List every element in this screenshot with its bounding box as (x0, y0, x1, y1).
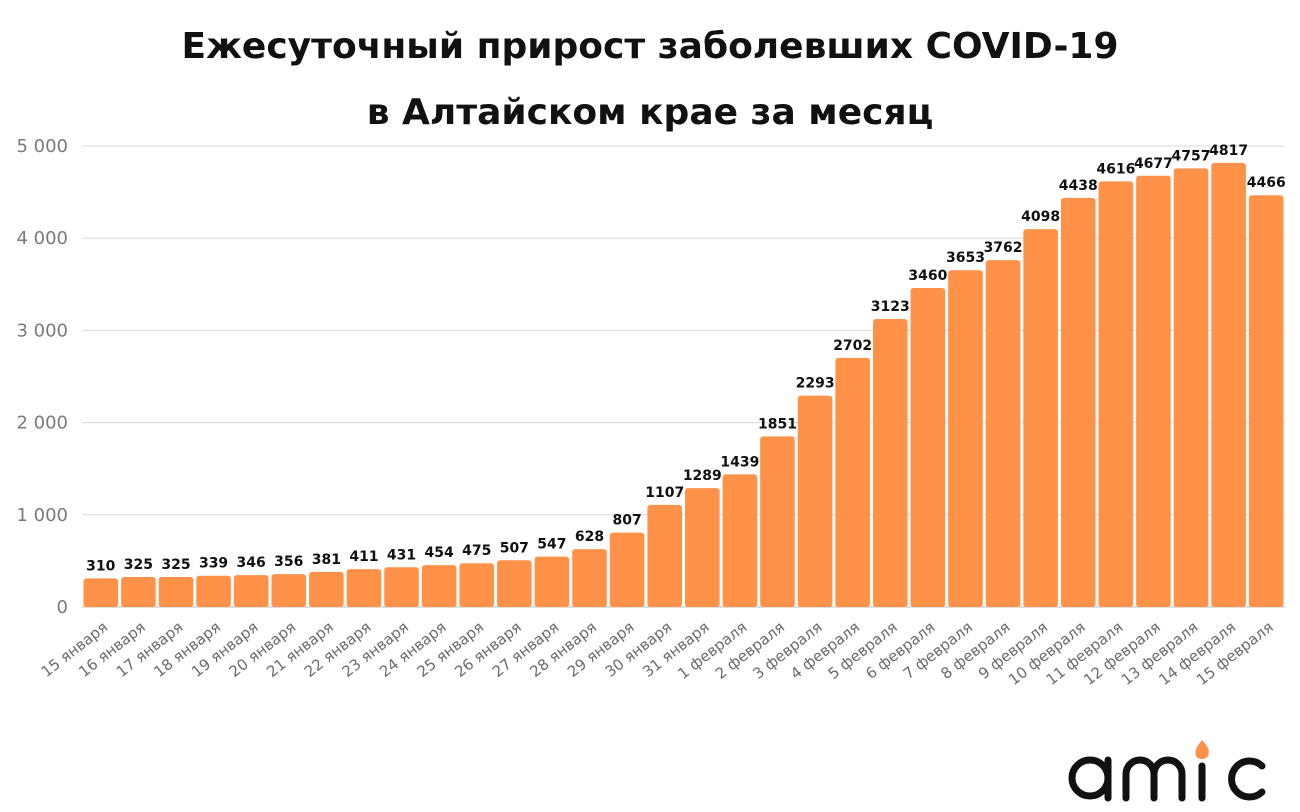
data-label: 807 (612, 513, 641, 529)
bar (797, 395, 833, 607)
data-label: 3762 (984, 240, 1023, 256)
bar (872, 319, 908, 607)
bar (985, 260, 1021, 607)
bar (233, 575, 269, 607)
bar (196, 575, 231, 607)
bar (910, 287, 946, 607)
y-tick-label: 0 (57, 597, 68, 618)
data-label: 339 (199, 556, 228, 572)
data-label: 1107 (645, 485, 684, 501)
bar (685, 488, 720, 607)
data-label: 3123 (871, 299, 910, 315)
data-label: 411 (349, 549, 378, 565)
data-label: 2293 (796, 376, 835, 392)
bar (647, 504, 682, 607)
amic-logo (1068, 740, 1266, 802)
bar (1098, 181, 1134, 608)
chart-title: Ежесуточный прирост заболевших COVID-19 (181, 26, 1119, 67)
y-tick-label: 4 000 (16, 228, 68, 249)
bar (384, 567, 419, 607)
data-label: 628 (575, 529, 604, 545)
y-tick-label: 3 000 (16, 320, 68, 341)
bar (459, 563, 495, 607)
data-label: 310 (86, 558, 115, 574)
chart-subtitle: в Алтайском крае за месяц (366, 92, 934, 133)
bar (271, 574, 307, 607)
bar (835, 357, 870, 607)
bar (158, 577, 194, 607)
bar (83, 578, 119, 607)
data-label: 356 (274, 554, 303, 570)
data-label: 4466 (1247, 175, 1286, 191)
data-label: 547 (537, 537, 566, 553)
bar (421, 565, 457, 607)
bar (1248, 195, 1284, 607)
data-label: 3653 (946, 250, 985, 266)
bar (760, 436, 795, 607)
bar (948, 270, 983, 607)
data-labels: 310 325 325 339 346 356 381 411 431 454 475 507 547 6… (86, 143, 1286, 575)
data-label: 1851 (758, 416, 797, 432)
data-label: 1289 (683, 468, 722, 484)
bar (1136, 175, 1171, 608)
data-label: 381 (312, 552, 341, 568)
y-tick-label: 1 000 (16, 505, 68, 526)
bar (1060, 197, 1096, 607)
bars (83, 162, 1284, 608)
y-tick-label: 5 000 (16, 136, 68, 157)
data-label: 4098 (1021, 209, 1060, 225)
bar (309, 571, 344, 607)
data-label: 3460 (908, 268, 947, 284)
bar (497, 560, 532, 607)
bar (534, 556, 570, 607)
data-label: 4757 (1172, 148, 1211, 164)
data-label: 1439 (720, 454, 759, 470)
data-label: 2702 (833, 338, 872, 354)
data-label: 346 (237, 555, 266, 571)
y-tick-label: 2 000 (16, 413, 68, 434)
y-axis: 0 1 000 2 000 3 000 4 000 5 000 (16, 136, 68, 618)
data-label: 507 (500, 540, 529, 556)
bar (121, 577, 156, 607)
bar (1211, 162, 1246, 607)
data-label: 475 (462, 543, 491, 559)
bar (572, 549, 607, 607)
data-label: 4677 (1134, 156, 1173, 172)
data-label: 4616 (1096, 161, 1135, 177)
data-label: 431 (387, 547, 416, 563)
data-label: 325 (124, 557, 153, 573)
data-label: 454 (425, 545, 454, 561)
data-label: 325 (161, 557, 190, 573)
data-label: 4817 (1209, 143, 1248, 159)
bar (1173, 168, 1209, 607)
data-label: 4438 (1059, 178, 1098, 194)
bar (1023, 229, 1058, 607)
bar (722, 474, 758, 607)
bar (346, 569, 382, 607)
bar (609, 532, 645, 607)
